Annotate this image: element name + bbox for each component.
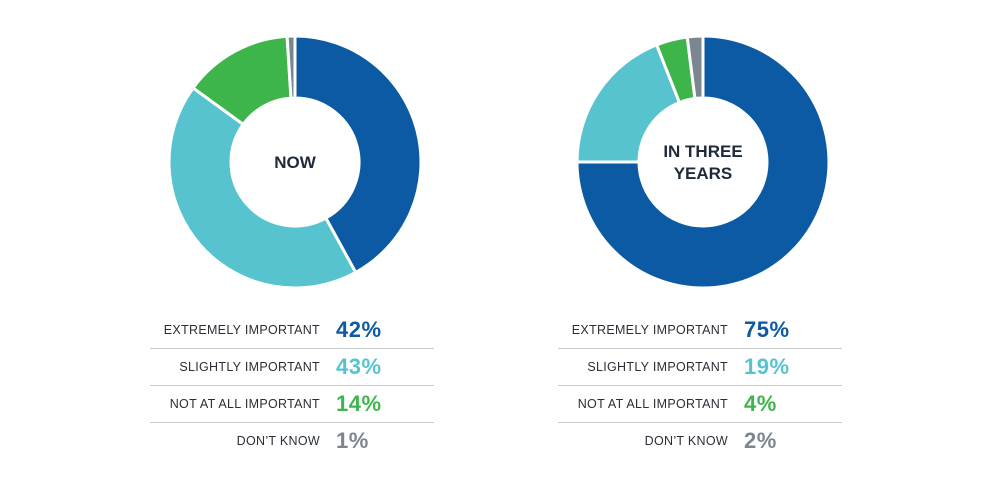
legend-value: 19% — [744, 354, 790, 379]
slice-extremely-important — [575, 34, 831, 290]
legend-value: 43% — [336, 354, 382, 379]
legend-table: EXTREMELY IMPORTANT 42% SLIGHTLY IMPORTA… — [150, 312, 434, 459]
legend-value: 1% — [336, 428, 369, 453]
legend-row: NOT AT ALL IMPORTANT 4% — [558, 386, 842, 423]
legend-table: EXTREMELY IMPORTANT 75% SLIGHTLY IMPORTA… — [558, 312, 842, 459]
donut-center-label: IN THREE YEARS — [663, 142, 743, 183]
legend-label: DON’T KNOW — [644, 434, 728, 448]
legend-value: 4% — [744, 391, 777, 416]
legend-label: SLIGHTLY IMPORTANT — [179, 360, 320, 374]
donut-chart-now — [167, 34, 423, 290]
slice-dont-know — [685, 34, 705, 101]
legend-value: 75% — [744, 317, 790, 342]
chart-in-three-years: IN THREE YEARS EXTREMELY IMPORTANT 75% S… — [533, 0, 873, 481]
legend-row: SLIGHTLY IMPORTANT 19% — [558, 349, 842, 386]
slice-slightly-important — [167, 85, 358, 290]
donut-center-label: NOW — [274, 153, 316, 172]
legend-label: EXTREMELY IMPORTANT — [163, 323, 320, 337]
legend-label: DON’T KNOW — [236, 434, 320, 448]
slice-slightly-important — [575, 42, 682, 164]
legend-value: 42% — [336, 317, 382, 342]
legend-value: 14% — [336, 391, 382, 416]
legend-row: EXTREMELY IMPORTANT 75% — [558, 312, 842, 349]
legend-row: DON’T KNOW 2% — [558, 423, 842, 459]
legend-value: 2% — [744, 428, 777, 453]
chart-now: NOW EXTREMELY IMPORTANT 42% SLIGHTLY IMP… — [125, 0, 465, 481]
donut-chart-in-three-years — [575, 34, 831, 290]
legend-label: EXTREMELY IMPORTANT — [571, 323, 728, 337]
slice-dont-know — [285, 34, 297, 100]
legend-label: NOT AT ALL IMPORTANT — [577, 397, 728, 411]
slice-extremely-important — [293, 34, 423, 275]
legend-row: NOT AT ALL IMPORTANT 14% — [150, 386, 434, 423]
legend-row: SLIGHTLY IMPORTANT 43% — [150, 349, 434, 386]
legend-label: NOT AT ALL IMPORTANT — [169, 397, 320, 411]
legend-row: EXTREMELY IMPORTANT 42% — [150, 312, 434, 349]
legend-label: SLIGHTLY IMPORTANT — [587, 360, 728, 374]
legend-row: DON’T KNOW 1% — [150, 423, 434, 459]
